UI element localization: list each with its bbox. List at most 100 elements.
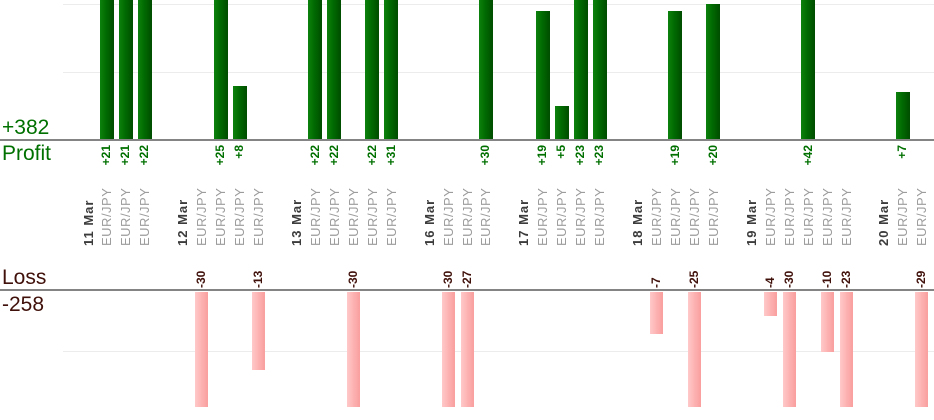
loss-bar xyxy=(782,292,796,407)
profit-plot-area xyxy=(0,0,934,140)
loss-axis-line xyxy=(0,289,934,291)
loss-value-label: -10 xyxy=(819,270,834,288)
profit-bar xyxy=(554,106,569,140)
instrument-label: EUR/JPY xyxy=(895,187,911,246)
profit-bar xyxy=(232,86,247,140)
instrument-label: EUR/JPY xyxy=(819,187,835,246)
profit-bar xyxy=(384,0,399,140)
instrument-label: EUR/JPY xyxy=(213,187,229,246)
instrument-label: EUR/JPY xyxy=(118,187,134,246)
instrument-label: EUR/JPY xyxy=(137,187,153,246)
profit-bar xyxy=(668,11,683,140)
loss-bar xyxy=(460,292,474,407)
profit-bar xyxy=(535,11,550,140)
profit-bar xyxy=(478,0,493,140)
profit-gridline-20 xyxy=(63,4,934,5)
loss-gridline-10 xyxy=(63,351,934,352)
instrument-label: EUR/JPY xyxy=(781,187,797,246)
profit-total: +382 xyxy=(2,116,50,139)
profit-value-label: +23 xyxy=(573,145,588,166)
profit-bar xyxy=(592,0,607,140)
date-label: 20 Mar xyxy=(876,198,892,246)
instrument-label: EUR/JPY xyxy=(592,187,608,246)
instrument-label: EUR/JPY xyxy=(383,187,399,246)
instrument-label: EUR/JPY xyxy=(554,187,570,246)
instrument-label: EUR/JPY xyxy=(667,187,683,246)
instrument-label: EUR/JPY xyxy=(535,187,551,246)
loss-bar xyxy=(687,292,701,407)
profit-axis-line xyxy=(0,139,934,141)
profit-value-label: +22 xyxy=(364,145,379,166)
date-label: 12 Mar xyxy=(175,198,191,246)
profit-value-label: +5 xyxy=(554,145,569,159)
profit-value-label: +23 xyxy=(592,145,607,166)
profit-bar xyxy=(213,0,228,140)
profit-value-label: +20 xyxy=(705,145,720,166)
instrument-label: EUR/JPY xyxy=(914,187,930,246)
profit-value-label: +8 xyxy=(232,145,247,159)
loss-total: -258 xyxy=(2,293,45,316)
profit-value-label: +31 xyxy=(383,145,398,166)
profit-value-label: +21 xyxy=(99,145,114,166)
loss-bar xyxy=(915,292,929,407)
instrument-label: EUR/JPY xyxy=(232,187,248,246)
loss-value-label: -25 xyxy=(686,270,701,288)
profit-bar xyxy=(308,0,323,140)
profit-axis-title: Profit xyxy=(2,142,52,165)
loss-bar xyxy=(820,292,834,352)
instrument-label: EUR/JPY xyxy=(838,187,854,246)
loss-bar xyxy=(763,292,777,316)
loss-value-label: -29 xyxy=(914,270,929,288)
loss-value-label: -4 xyxy=(762,277,777,288)
date-label: 18 Mar xyxy=(630,198,646,246)
profit-bar xyxy=(895,92,910,140)
loss-value-label: -30 xyxy=(194,270,209,288)
loss-bar xyxy=(195,292,209,407)
instrument-label: EUR/JPY xyxy=(800,187,816,246)
profit-value-label: +30 xyxy=(478,145,493,166)
profit-value-label: +7 xyxy=(895,145,910,159)
profit-bar xyxy=(118,0,133,140)
loss-value-label: -13 xyxy=(251,270,266,288)
profit-value-label: +19 xyxy=(667,145,682,166)
profit-bar xyxy=(99,0,114,140)
profit-value-label: +22 xyxy=(137,145,152,166)
loss-bar xyxy=(346,292,360,407)
instrument-label: EUR/JPY xyxy=(345,187,361,246)
profit-bar xyxy=(327,0,342,140)
loss-value-label: -7 xyxy=(649,277,663,288)
date-label: 16 Mar xyxy=(421,198,437,246)
instrument-label: EUR/JPY xyxy=(762,187,778,246)
instrument-label: EUR/JPY xyxy=(194,187,210,246)
loss-bar xyxy=(839,292,853,407)
date-label: 17 Mar xyxy=(516,198,532,246)
loss-bar xyxy=(252,292,266,370)
instrument-label: EUR/JPY xyxy=(99,187,115,246)
instrument-label: EUR/JPY xyxy=(705,187,721,246)
loss-value-label: -30 xyxy=(781,270,796,288)
profit-value-label: +42 xyxy=(800,145,815,166)
loss-value-label: -30 xyxy=(345,270,360,288)
profit-bar xyxy=(365,0,380,140)
instrument-label: EUR/JPY xyxy=(573,187,589,246)
instrument-label: EUR/JPY xyxy=(649,187,664,246)
loss-value-label: -23 xyxy=(838,270,853,288)
loss-axis-title: Loss xyxy=(2,266,47,289)
profit-gridline-10 xyxy=(63,72,934,73)
instrument-label: EUR/JPY xyxy=(459,187,475,246)
date-label: 19 Mar xyxy=(743,198,759,246)
profit-value-label: +25 xyxy=(213,145,228,166)
instrument-label: EUR/JPY xyxy=(364,187,380,246)
profit-bar xyxy=(137,0,152,140)
instrument-label: EUR/JPY xyxy=(307,187,323,246)
instrument-label: EUR/JPY xyxy=(326,187,342,246)
date-label: 13 Mar xyxy=(288,198,304,246)
loss-value-label: -27 xyxy=(459,270,474,288)
loss-plot-area xyxy=(0,292,934,407)
profit-value-label: +22 xyxy=(326,145,341,166)
loss-bar xyxy=(441,292,455,407)
loss-bar xyxy=(650,292,663,334)
profit-bar xyxy=(573,0,588,140)
profit-bar xyxy=(801,0,816,140)
